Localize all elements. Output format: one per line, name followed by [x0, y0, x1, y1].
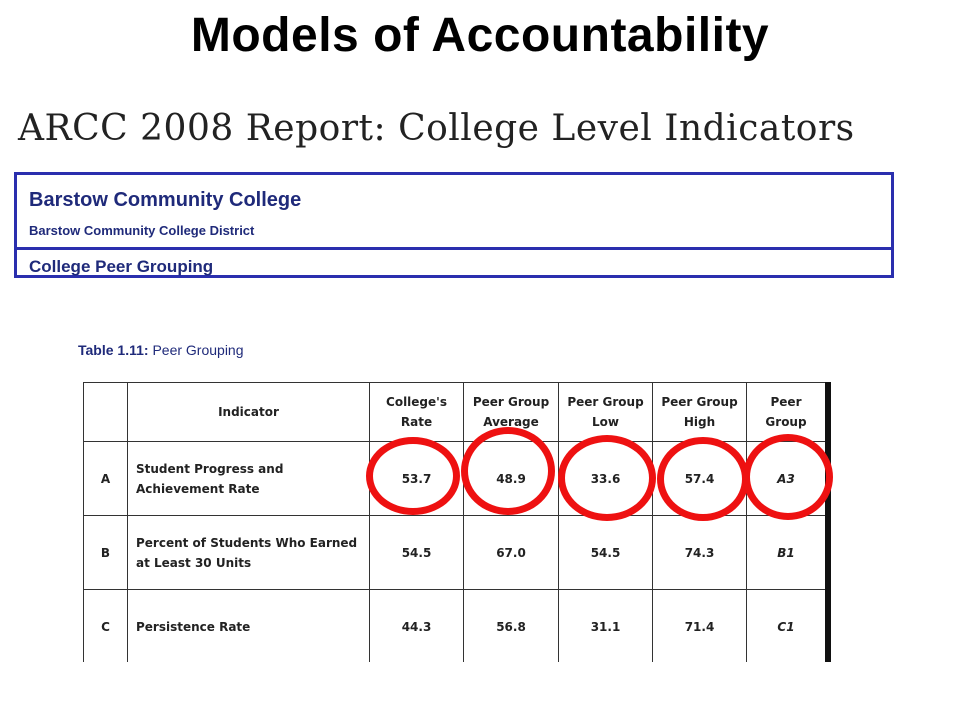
header-peer-high: Peer Group High	[652, 382, 747, 442]
header-peer-low: Peer Group Low	[558, 382, 653, 442]
row-peer-high: 74.3	[652, 515, 747, 590]
district-name: Barstow Community College District	[29, 223, 255, 238]
table-header-row: Indicator College's Rate Peer Group Aver…	[83, 382, 826, 442]
table-crop-mask	[80, 662, 840, 720]
row-letter: C	[83, 589, 128, 664]
header-indicator: Indicator	[127, 382, 370, 442]
row-college-rate: 54.5	[369, 515, 464, 590]
row-peer-low: 54.5	[558, 515, 653, 590]
college-info-box: Barstow Community College Barstow Commun…	[14, 172, 894, 278]
row-peer-low: 31.1	[558, 589, 653, 664]
header-peer-group: Peer Group	[746, 382, 826, 442]
highlight-circle-college-rate	[366, 437, 460, 515]
row-peer-average: 56.8	[463, 589, 559, 664]
table-caption-label: Table 1.11:	[78, 342, 149, 358]
row-peer-average: 67.0	[463, 515, 559, 590]
highlight-circle-peer-group	[743, 434, 833, 520]
row-college-rate: 44.3	[369, 589, 464, 664]
college-name: Barstow Community College	[29, 189, 302, 211]
highlight-circle-peer-high	[657, 437, 749, 521]
box-divider	[17, 247, 891, 250]
highlight-circle-peer-low	[558, 435, 656, 521]
table-right-rule	[825, 382, 831, 664]
row-indicator: Student Progress and Achievement Rate	[127, 441, 370, 516]
row-letter: A	[83, 441, 128, 516]
row-indicator: Persistence Rate	[127, 589, 370, 664]
peer-grouping-table: Indicator College's Rate Peer Group Aver…	[83, 382, 826, 664]
table-row: C Persistence Rate 44.3 56.8 31.1 71.4 C…	[83, 589, 826, 664]
highlight-circle-peer-average	[461, 427, 555, 515]
row-peer-group: C1	[746, 589, 826, 664]
header-college-rate: College's Rate	[369, 382, 464, 442]
slide-title: Models of Accountability	[190, 9, 770, 62]
row-indicator: Percent of Students Who Earned at Least …	[127, 515, 370, 590]
table-caption-title: Peer Grouping	[152, 342, 244, 358]
report-heading: ARCC 2008 Report: College Level Indicato…	[18, 108, 855, 149]
row-peer-high: 71.4	[652, 589, 747, 664]
peer-grouping-heading: College Peer Grouping	[29, 257, 214, 276]
table-caption: Table 1.11: Peer Grouping	[78, 342, 244, 358]
header-letter	[83, 382, 128, 442]
row-peer-group: B1	[746, 515, 826, 590]
table-row: B Percent of Students Who Earned at Leas…	[83, 515, 826, 590]
row-letter: B	[83, 515, 128, 590]
